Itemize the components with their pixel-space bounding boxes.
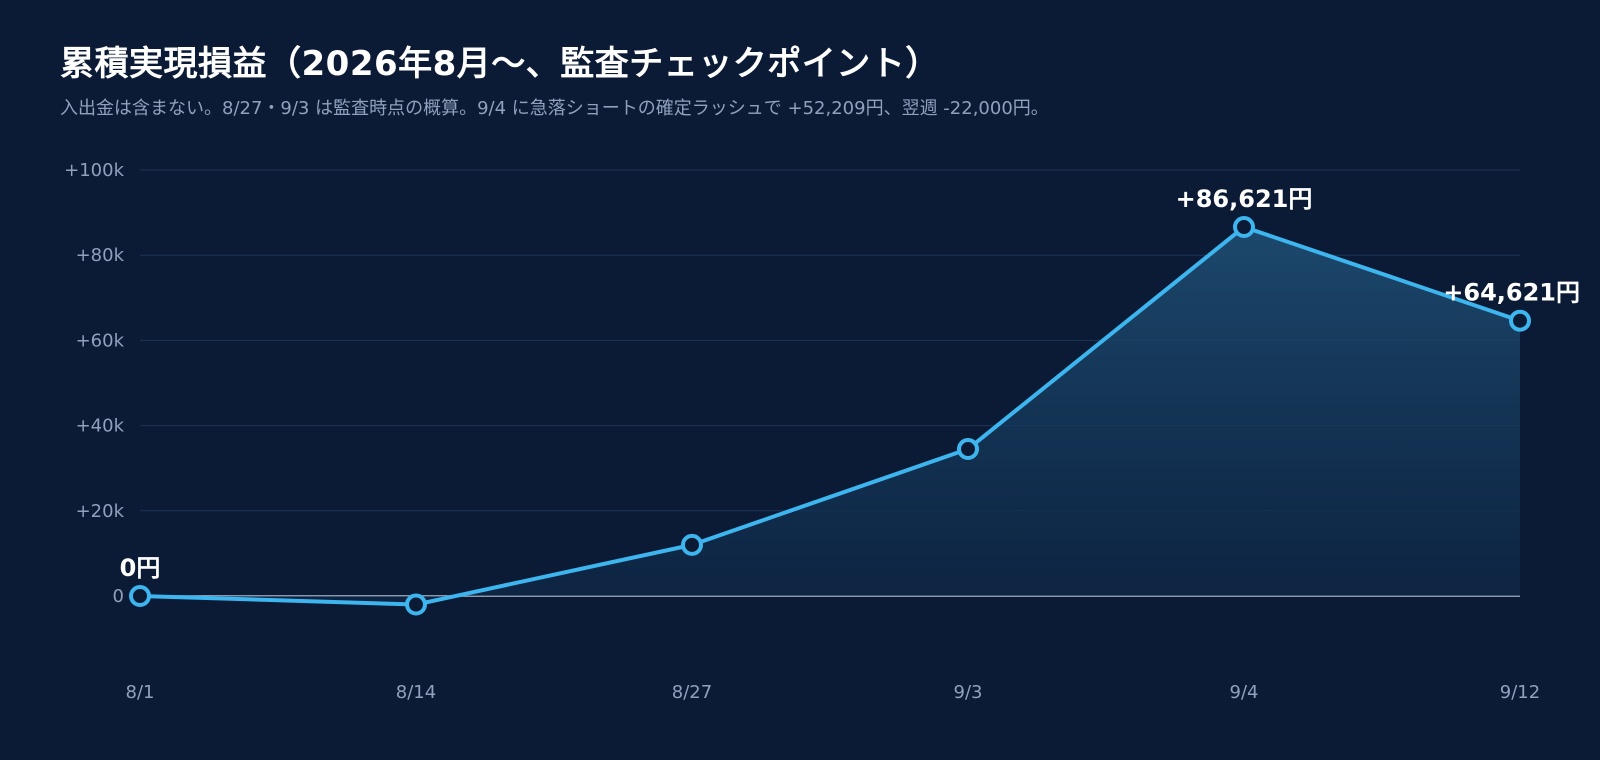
y-tick-label: +40k xyxy=(76,416,125,437)
series-line xyxy=(138,224,1522,607)
x-tick-label: 8/27 xyxy=(672,682,712,703)
data-point xyxy=(129,585,151,607)
chart-subtitle: 入出金は含まない。8/27・9/3 は監査時点の概算。9/4 に急落ショートの確… xyxy=(60,98,1049,119)
data-point xyxy=(681,533,703,556)
y-tick-label: 0 xyxy=(113,586,124,607)
data-points xyxy=(129,215,1531,616)
data-label: 0円 xyxy=(120,554,161,582)
x-tick-label: 9/3 xyxy=(954,682,983,703)
x-tick-label: 9/12 xyxy=(1500,682,1540,703)
data-label: +86,621円 xyxy=(1176,185,1313,213)
chart-title: 累積実現損益（2026年8月〜、監査チェックポイント） xyxy=(60,44,940,84)
data-label: +64,621円 xyxy=(1443,279,1580,307)
data-point xyxy=(405,593,427,616)
x-axis-ticks: 8/1 8/14 8/27 9/3 9/4 9/12 xyxy=(126,682,1541,703)
y-tick-label: +100k xyxy=(64,160,124,181)
y-tick-label: +80k xyxy=(76,245,125,266)
area-fill xyxy=(140,226,1520,605)
x-tick-label: 9/4 xyxy=(1230,682,1259,703)
x-tick-label: 8/14 xyxy=(396,682,436,703)
y-tick-label: +20k xyxy=(76,501,125,522)
area-fill-layer xyxy=(140,226,1520,605)
data-point xyxy=(1233,215,1255,238)
data-point xyxy=(1509,309,1531,332)
series-line-layer xyxy=(138,224,1522,607)
x-tick-label: 8/1 xyxy=(126,682,155,703)
data-labels: 0円 +86,621円 +64,621円 xyxy=(120,185,1580,582)
y-axis-ticks: 0 +20k +40k +60k +80k +100k xyxy=(64,160,124,607)
y-tick-label: +60k xyxy=(76,330,125,351)
data-point xyxy=(957,438,979,461)
